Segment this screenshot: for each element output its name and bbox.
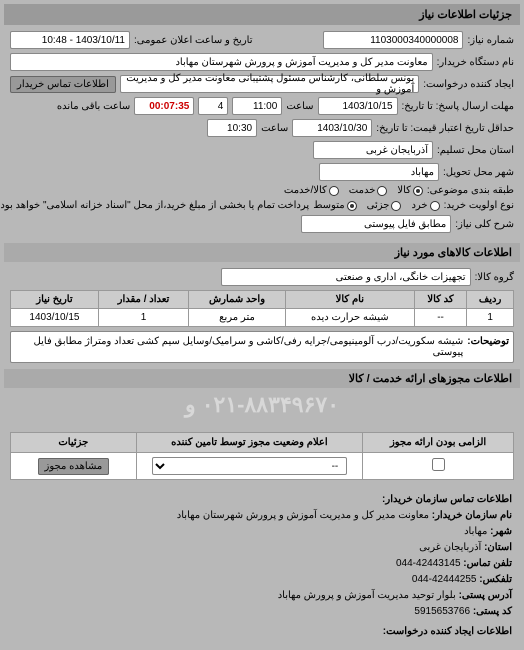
table-row: -- مشاهده مجوز xyxy=(11,453,514,480)
deadline-send-date: 1403/10/15 xyxy=(318,97,398,115)
radio-medium[interactable]: متوسط xyxy=(313,200,356,211)
addr-label: آدرس پستی: xyxy=(459,590,512,601)
postal-label: کد پستی: xyxy=(473,606,512,617)
deadline-until-label: حداقل تاریخ اعتبار قیمت: تا تاریخ: xyxy=(376,123,514,134)
desc-field: مطابق فایل پیوستی xyxy=(301,215,451,233)
status-select[interactable]: -- xyxy=(152,457,348,475)
priority-note: پرداخت تمام یا بخشی از مبلغ خرید،از محل … xyxy=(0,200,309,211)
priority-label: نوع اولویت خرید: xyxy=(444,200,514,211)
creator-title: اطلاعات ایجاد کننده درخواست: xyxy=(12,624,512,640)
cell-qty: 1 xyxy=(98,309,188,327)
ft-city-label: شهر: xyxy=(490,526,512,537)
buyer-label: نام دستگاه خریدار: xyxy=(437,57,514,68)
radio-partial[interactable]: جزئی xyxy=(367,200,402,211)
ft-city-value: مهاباد xyxy=(464,526,487,537)
ft-province-value: آذربایجان غربی xyxy=(419,542,481,553)
announce-label: تاریخ و ساعت اعلان عمومی: xyxy=(134,35,253,46)
cell-unit: متر مربع xyxy=(189,309,286,327)
creator-field: یونس سلطانی، کارشناس مسئول پشتیبانی معاو… xyxy=(120,75,419,93)
panel-title: جزئیات اطلاعات نیاز xyxy=(4,4,520,25)
category-label: طبقه بندی موضوعی: xyxy=(427,185,514,196)
col-qty: تعداد / مقدار xyxy=(98,291,188,309)
phone-value: 42443145-044 xyxy=(396,558,461,569)
radio-kala[interactable]: کالا xyxy=(397,185,423,196)
desc-label: شرح کلی نیاز: xyxy=(455,219,514,230)
goods-table: ردیف کد کالا نام کالا واحد شمارش تعداد /… xyxy=(10,290,514,327)
deadline-send-label: مهلت ارسال پاسخ: تا تاریخ: xyxy=(402,101,514,112)
footer-title: اطلاعات تماس سازمان خریدار: xyxy=(12,492,512,508)
remain-days: 4 xyxy=(198,97,228,115)
remain-label: ساعت باقی مانده xyxy=(57,101,130,112)
ft-province-label: استان: xyxy=(484,542,512,553)
remain-timer: 00:07:35 xyxy=(134,97,194,115)
col-details: جزئیات xyxy=(11,433,137,453)
deadline-until-date: 1403/10/30 xyxy=(292,119,372,137)
watermark: ۰۲۱-۸۸۳۴۹۶۷۰ و xyxy=(4,388,520,422)
view-permit-button[interactable]: مشاهده مجوز xyxy=(38,458,110,475)
auth-section-title: اطلاعات مجوزهای ارائه خدمت / کالا xyxy=(4,369,520,388)
group-label: گروه کالا: xyxy=(475,272,514,283)
org-label: نام سازمان خریدار: xyxy=(432,510,512,521)
table-row: 1 -- شیشه حرارت دیده متر مربع 1 1403/10/… xyxy=(11,309,514,327)
col-code: کد کالا xyxy=(414,291,467,309)
province-field: آذربایجان غربی xyxy=(313,141,433,159)
buyer-contact-button[interactable]: اطلاعات تماس خریدار xyxy=(10,76,116,93)
group-field: تجهیزات خانگی، اداری و صنعتی xyxy=(221,268,471,286)
mandatory-checkbox[interactable] xyxy=(432,458,445,471)
reqnum-label: شماره نیاز: xyxy=(467,35,514,46)
deadline-until-time: 10:30 xyxy=(207,119,257,137)
deadline-send-time: 11:00 xyxy=(232,97,282,115)
footer: اطلاعات تماس سازمان خریدار: نام سازمان خ… xyxy=(4,486,520,646)
priority-radio-group: خرد جزئی متوسط xyxy=(313,200,439,211)
auth-table: الزامی بودن ارائه مجوز اعلام وضعیت مجوز … xyxy=(10,432,514,480)
notes-label: توضیحات: xyxy=(467,336,509,358)
province-label: استان محل تسلیم: xyxy=(437,145,514,156)
buyer-field: معاونت مدیر کل و مدیریت آموزش و پرورش شه… xyxy=(10,53,433,71)
radio-small[interactable]: خرد xyxy=(411,200,439,211)
radio-khadamat[interactable]: خدمت xyxy=(349,185,388,196)
city-field: مهاباد xyxy=(319,163,439,181)
col-date: تاریخ نیاز xyxy=(11,291,99,309)
col-unit: واحد شمارش xyxy=(189,291,286,309)
notes-box: توضیحات: شیشه سکوریت/درب آلومینیومی/جرای… xyxy=(10,331,514,363)
goods-section-title: اطلاعات کالاهای مورد نیاز xyxy=(4,243,520,262)
cell-date: 1403/10/15 xyxy=(11,309,99,327)
time-label-1: ساعت xyxy=(286,101,313,112)
cell-name: شیشه حرارت دیده xyxy=(285,309,414,327)
notes-value: شیشه سکوریت/درب آلومینیومی/جرایه رفی/کاش… xyxy=(15,336,463,358)
radio-both[interactable]: کالا/خدمت xyxy=(284,185,339,196)
category-radio-group: کالا خدمت کالا/خدمت xyxy=(284,185,423,196)
reqnum-field: 1103000340000008 xyxy=(323,31,463,49)
time-label-2: ساعت xyxy=(261,123,288,134)
announce-field: 1403/10/11 - 10:48 xyxy=(10,31,130,49)
addr-value: بلوار توحید مدیریت آموزش و پرورش مهاباد xyxy=(278,590,456,601)
org-value: معاونت مدیر کل و مدیریت آموزش و پرورش شه… xyxy=(177,510,429,521)
col-mandatory: الزامی بودن ارائه مجوز xyxy=(363,433,514,453)
col-status: اعلام وضعیت مجوز توسط تامین کننده xyxy=(136,433,362,453)
col-name: نام کالا xyxy=(285,291,414,309)
cell-row: 1 xyxy=(467,309,514,327)
postal-value: 5915653766 xyxy=(414,606,470,617)
city-label: شهر محل تحویل: xyxy=(443,167,514,178)
col-row: ردیف xyxy=(467,291,514,309)
creator-label: ایجاد کننده درخواست: xyxy=(423,79,514,90)
phone-label: تلفن تماس: xyxy=(463,558,512,569)
cell-code: -- xyxy=(414,309,467,327)
